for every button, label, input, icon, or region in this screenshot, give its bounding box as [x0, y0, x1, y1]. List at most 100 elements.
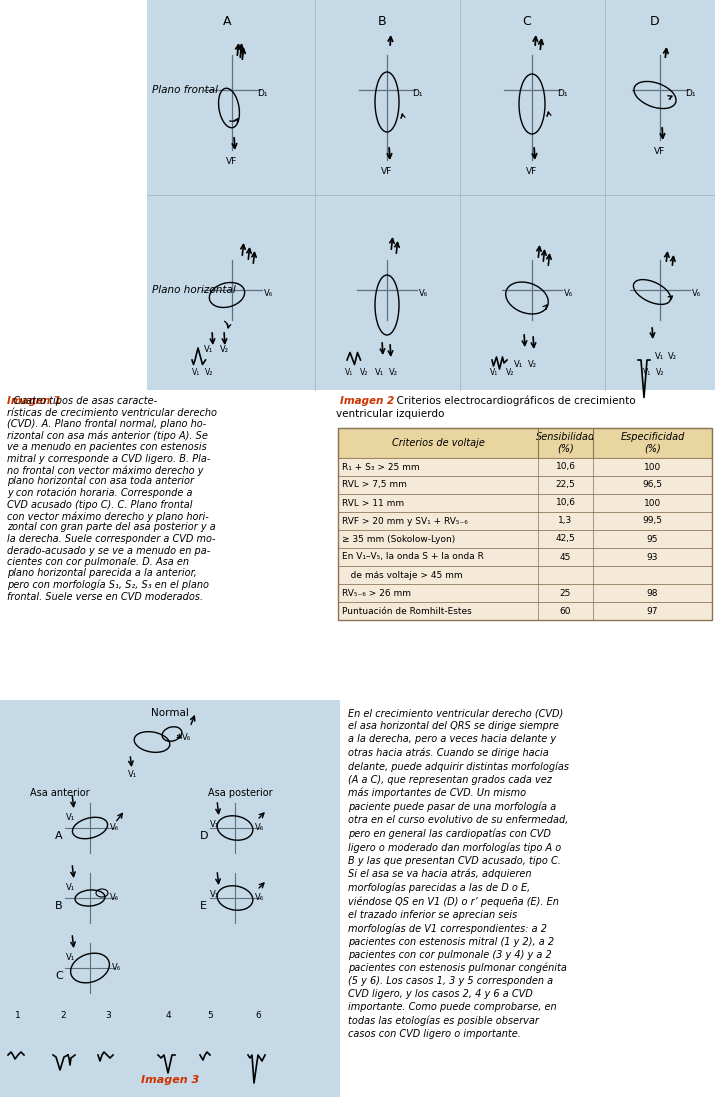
Text: 22,5: 22,5 — [556, 480, 576, 489]
Text: V₂: V₂ — [360, 367, 368, 377]
Text: C: C — [55, 971, 63, 981]
Text: V₆: V₆ — [419, 289, 428, 297]
Text: VF: VF — [381, 167, 393, 176]
Bar — [338, 428, 712, 459]
Text: V₁: V₁ — [66, 883, 74, 892]
Text: B: B — [55, 901, 63, 911]
Text: no frontal con vector máximo derecho y: no frontal con vector máximo derecho y — [7, 465, 204, 475]
Text: Sensibilidad
(%): Sensibilidad (%) — [536, 432, 595, 454]
Text: Imagen 1: Imagen 1 — [7, 396, 61, 406]
Text: V₁: V₁ — [375, 367, 384, 377]
Text: 60: 60 — [560, 607, 571, 615]
Text: 99,5: 99,5 — [643, 517, 663, 525]
Bar — [338, 584, 712, 602]
Text: V₁: V₁ — [514, 360, 523, 369]
Text: Imagen 3: Imagen 3 — [141, 1075, 199, 1085]
Text: R₁ + S₃ > 25 mm: R₁ + S₃ > 25 mm — [342, 463, 420, 472]
Text: A: A — [55, 832, 63, 841]
Bar — [338, 548, 712, 566]
Text: V₆: V₆ — [110, 824, 119, 833]
Text: ≥ 35 mm (Sokolow-Lyon): ≥ 35 mm (Sokolow-Lyon) — [342, 534, 455, 543]
Text: V₁: V₁ — [210, 890, 220, 900]
Text: Imagen 2: Imagen 2 — [340, 396, 394, 406]
Text: 97: 97 — [647, 607, 659, 615]
Text: ventricular izquierdo: ventricular izquierdo — [336, 409, 444, 419]
Text: D₁: D₁ — [557, 89, 568, 98]
Text: C: C — [523, 15, 531, 29]
Text: de más voltaje > 45 mm: de más voltaje > 45 mm — [342, 570, 463, 579]
Text: y con rotación horaria. Corresponde a: y con rotación horaria. Corresponde a — [7, 488, 192, 498]
Bar — [338, 530, 712, 548]
Text: 42,5: 42,5 — [556, 534, 576, 543]
Text: Puntuación de Romhilt-Estes: Puntuación de Romhilt-Estes — [342, 607, 472, 615]
Text: 5: 5 — [207, 1011, 213, 1020]
Text: D₁: D₁ — [257, 89, 267, 98]
Text: En V₁–V₅, la onda S + la onda R: En V₁–V₅, la onda S + la onda R — [342, 553, 484, 562]
Bar — [0, 700, 340, 1097]
Text: 6: 6 — [255, 1011, 261, 1020]
Text: VF: VF — [227, 157, 237, 166]
Text: 10,6: 10,6 — [556, 463, 576, 472]
Text: zontal con gran parte del asa posterior y a: zontal con gran parte del asa posterior … — [7, 522, 216, 532]
Text: D: D — [650, 15, 660, 29]
Text: Plano frontal: Plano frontal — [152, 84, 218, 95]
Text: V₂: V₂ — [389, 367, 398, 377]
Text: Normal: Normal — [151, 708, 189, 719]
Text: V₂: V₂ — [528, 360, 537, 369]
Text: Asa anterior: Asa anterior — [30, 788, 90, 798]
Text: V₁: V₁ — [345, 367, 353, 377]
Text: 3: 3 — [105, 1011, 111, 1020]
Text: Plano horizontal: Plano horizontal — [152, 285, 236, 295]
Text: Criterios electrocardiográficos de crecimiento: Criterios electrocardiográficos de creci… — [390, 396, 636, 407]
Text: V₁: V₁ — [66, 953, 74, 962]
Text: V₆: V₆ — [112, 963, 121, 973]
Bar — [338, 494, 712, 512]
Text: V₆: V₆ — [110, 893, 119, 903]
Bar — [338, 602, 712, 620]
Text: VF: VF — [654, 147, 666, 156]
Text: 1: 1 — [15, 1011, 21, 1020]
Text: A: A — [223, 15, 231, 29]
Text: V₂: V₂ — [205, 367, 213, 377]
Text: V₁: V₁ — [210, 819, 220, 829]
Text: RVL > 7,5 mm: RVL > 7,5 mm — [342, 480, 407, 489]
Text: rísticas de crecimiento ventricular derecho: rísticas de crecimiento ventricular dere… — [7, 407, 217, 418]
Text: V₂: V₂ — [220, 344, 229, 354]
Text: VF: VF — [526, 167, 538, 176]
Text: 10,6: 10,6 — [556, 498, 576, 508]
Text: plano horizontal parecida a la anterior,: plano horizontal parecida a la anterior, — [7, 568, 197, 578]
Bar — [338, 459, 712, 476]
Text: Cuatro tipos de asas caracte-: Cuatro tipos de asas caracte- — [7, 396, 157, 406]
Text: D₁: D₁ — [685, 89, 696, 98]
Bar — [0, 391, 715, 700]
Text: V₁: V₁ — [655, 352, 664, 361]
Text: RV₅₋₆ > 26 mm: RV₅₋₆ > 26 mm — [342, 588, 411, 598]
Text: Especificidad
(%): Especificidad (%) — [621, 432, 685, 454]
Text: V₆: V₆ — [264, 289, 273, 297]
Text: Asa posterior: Asa posterior — [207, 788, 272, 798]
Text: 2: 2 — [60, 1011, 66, 1020]
Text: 4: 4 — [165, 1011, 171, 1020]
Text: con vector máximo derecho y plano hori-: con vector máximo derecho y plano hori- — [7, 511, 209, 521]
Bar — [147, 0, 715, 391]
Text: V₁: V₁ — [643, 367, 651, 377]
Text: plano horizontal con asa toda anterior: plano horizontal con asa toda anterior — [7, 476, 194, 486]
Text: 45: 45 — [560, 553, 571, 562]
Text: RVL > 11 mm: RVL > 11 mm — [342, 498, 404, 508]
Text: 96,5: 96,5 — [643, 480, 663, 489]
Text: V₂: V₂ — [506, 367, 514, 377]
Text: V₁: V₁ — [490, 367, 498, 377]
Text: V₆: V₆ — [564, 289, 573, 297]
Text: Criterios de voltaje: Criterios de voltaje — [392, 438, 485, 448]
Text: V₁: V₁ — [128, 770, 137, 779]
Text: V₁: V₁ — [204, 344, 213, 354]
Text: RVF > 20 mm y SV₁ + RV₅₋₆: RVF > 20 mm y SV₁ + RV₅₋₆ — [342, 517, 468, 525]
Text: frontal. Suele verse en CVD moderados.: frontal. Suele verse en CVD moderados. — [7, 591, 203, 601]
Text: 100: 100 — [644, 498, 661, 508]
Bar — [338, 476, 712, 494]
Text: D: D — [200, 832, 209, 841]
Text: D₁: D₁ — [412, 89, 423, 98]
Text: 25: 25 — [560, 588, 571, 598]
Text: V₁: V₁ — [66, 813, 74, 822]
Text: V₂: V₂ — [656, 367, 664, 377]
